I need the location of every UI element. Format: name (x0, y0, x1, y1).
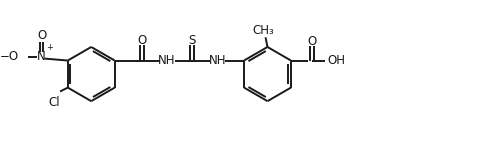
Text: CH₃: CH₃ (253, 24, 275, 37)
Text: S: S (188, 34, 196, 47)
Text: OH: OH (328, 54, 346, 67)
Text: N: N (37, 50, 46, 63)
Text: O: O (308, 35, 317, 48)
Text: +: + (47, 43, 53, 52)
Text: Cl: Cl (48, 96, 60, 109)
Text: NH: NH (208, 54, 226, 67)
Text: O: O (137, 34, 146, 47)
Text: −O: −O (0, 50, 18, 63)
Text: NH: NH (158, 54, 176, 67)
Text: O: O (37, 29, 46, 42)
